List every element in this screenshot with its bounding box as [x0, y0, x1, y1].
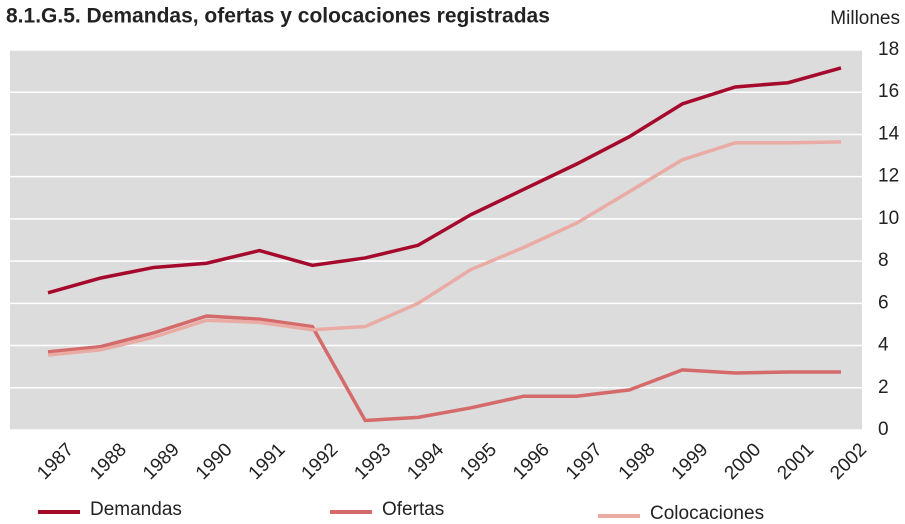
line-series	[47, 66, 842, 295]
legend-label: Ofertas	[382, 499, 444, 520]
line-series	[47, 140, 842, 357]
x-tick-label: 2001	[773, 439, 818, 484]
y-tick-label: 10	[878, 208, 899, 229]
y-axis-label: Millones	[830, 8, 900, 29]
y-tick-label: 12	[878, 166, 899, 187]
x-tick-label: 1995	[456, 439, 501, 484]
x-tick-label: 1990	[192, 439, 237, 484]
y-tick-label: 6	[878, 292, 889, 313]
line-series	[47, 314, 841, 423]
y-tick-label: 2	[878, 377, 889, 398]
x-tick-label: 1999	[668, 439, 713, 484]
legend-label: Demandas	[90, 499, 182, 520]
x-tick-label: 1993	[350, 439, 395, 484]
legend-label: Colocaciones	[650, 503, 764, 524]
x-tick-label: 1989	[139, 439, 184, 484]
x-tick-label: 1994	[403, 439, 448, 484]
x-tick-label: 2002	[826, 439, 871, 484]
plot-background	[10, 50, 862, 430]
x-tick-label: 1998	[615, 439, 660, 484]
x-tick-label: 1991	[245, 439, 290, 484]
x-tick-label: 1997	[562, 439, 607, 484]
y-tick-label: 8	[878, 250, 889, 271]
chart-title: 8.1.G.5. Demandas, ofertas y colocacione…	[6, 5, 550, 28]
x-tick-label: 1992	[298, 439, 343, 484]
y-tick-label: 14	[878, 123, 900, 144]
x-tick-label: 1987	[33, 439, 78, 484]
x-tick-label: 1996	[509, 439, 554, 484]
y-tick-label: 18	[878, 39, 899, 60]
x-tick-label: 2000	[721, 439, 766, 484]
y-tick-label: 4	[878, 335, 889, 356]
x-tick-label: 1988	[86, 439, 131, 484]
y-tick-label: 0	[878, 419, 889, 440]
y-tick-label: 16	[878, 81, 899, 102]
